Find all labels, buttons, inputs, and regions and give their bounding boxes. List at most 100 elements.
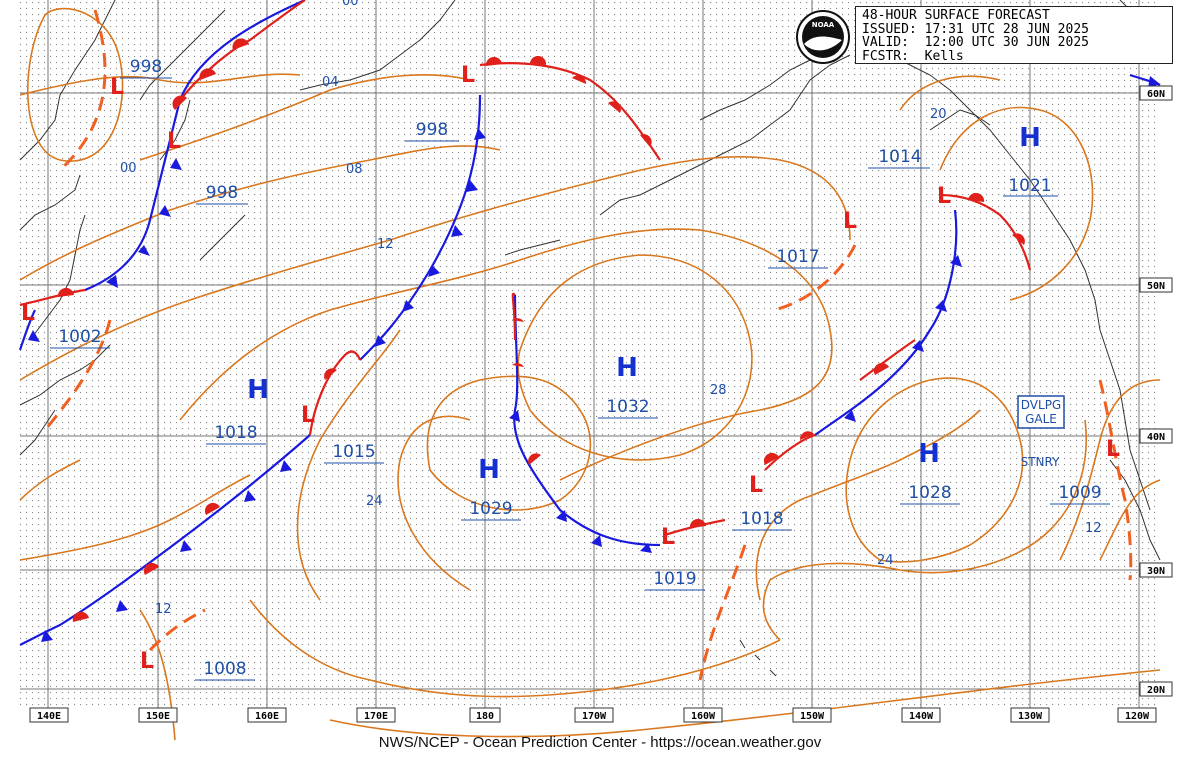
svg-text:H: H bbox=[478, 455, 500, 485]
isobar-label: 24 bbox=[366, 494, 383, 509]
forecast-title: 48-HOUR SURFACE FORECAST bbox=[862, 8, 1050, 23]
lat-label: 30N bbox=[1139, 562, 1173, 578]
footer-credit: NWS/NCEP - Ocean Prediction Center - htt… bbox=[378, 734, 822, 751]
lon-label: 150E bbox=[138, 707, 178, 723]
svg-text:140W: 140W bbox=[909, 711, 934, 722]
low-center: L 1008 bbox=[140, 649, 255, 681]
svg-text:160E: 160E bbox=[255, 711, 279, 722]
svg-text:1032: 1032 bbox=[606, 397, 649, 417]
svg-text:998: 998 bbox=[416, 120, 448, 140]
isobar-label: 28 bbox=[710, 383, 727, 398]
svg-text:H: H bbox=[1019, 123, 1041, 153]
svg-text:1021: 1021 bbox=[1008, 176, 1051, 196]
isobar-label: 12 bbox=[1085, 521, 1102, 536]
svg-text:1002: 1002 bbox=[58, 327, 101, 347]
svg-text:L: L bbox=[167, 129, 181, 154]
svg-text:140E: 140E bbox=[37, 711, 61, 722]
lon-label: 180 bbox=[469, 707, 501, 723]
gale-warning-line2: GALE bbox=[1025, 412, 1057, 426]
gale-warning-line1: DVLPG bbox=[1021, 398, 1061, 412]
low-center: L 1015 bbox=[301, 403, 384, 464]
svg-text:130W: 130W bbox=[1018, 711, 1043, 722]
svg-text:40N: 40N bbox=[1147, 432, 1165, 443]
low-center: L 1019 bbox=[645, 525, 705, 591]
lon-label: 170E bbox=[356, 707, 396, 723]
svg-text:60N: 60N bbox=[1147, 89, 1165, 100]
isobar-label: 20 bbox=[930, 107, 947, 122]
svg-text:170W: 170W bbox=[582, 711, 607, 722]
isobar-label: 04 bbox=[322, 75, 339, 90]
issued-time: ISSUED: 17:31 UTC 28 JUN 2025 bbox=[862, 21, 1089, 37]
svg-text:30N: 30N bbox=[1147, 566, 1165, 577]
svg-text:180: 180 bbox=[476, 711, 494, 722]
svg-text:50N: 50N bbox=[1147, 281, 1165, 292]
lat-label: 50N bbox=[1139, 277, 1173, 293]
high-center: H 1018 bbox=[206, 375, 269, 445]
svg-text:H: H bbox=[247, 375, 269, 405]
low-center: L 1017 bbox=[768, 209, 857, 269]
lon-labels: 140E 150E 160E 170E 180 170W 160W 150W 1… bbox=[29, 707, 1157, 723]
coastlines bbox=[19, 0, 1161, 677]
svg-text:L: L bbox=[140, 649, 154, 674]
lon-label: 140W bbox=[901, 707, 941, 723]
stationary-label: STNRY bbox=[1021, 455, 1060, 469]
svg-text:L: L bbox=[661, 525, 675, 550]
svg-text:20N: 20N bbox=[1147, 685, 1165, 696]
svg-text:L: L bbox=[749, 473, 763, 498]
lat-label: 40N bbox=[1139, 428, 1173, 444]
svg-text:998: 998 bbox=[130, 57, 162, 77]
lat-labels: 60N 50N 40N 30N 20N bbox=[1139, 85, 1173, 697]
gale-warning: DVLPG GALE bbox=[1017, 395, 1065, 429]
isobar-label: 00 bbox=[342, 0, 359, 9]
svg-text:1008: 1008 bbox=[203, 659, 246, 679]
svg-text:1029: 1029 bbox=[469, 499, 512, 519]
high-center: H 1029 bbox=[461, 455, 521, 521]
isobar-labels: 00 04 08 12 28 24 24 12 20 12 00 bbox=[120, 0, 1102, 617]
low-center: L 998 bbox=[110, 57, 172, 100]
svg-text:1009: 1009 bbox=[1058, 483, 1101, 503]
svg-text:1018: 1018 bbox=[214, 423, 257, 443]
svg-text:1018: 1018 bbox=[740, 509, 783, 529]
svg-text:L: L bbox=[1106, 437, 1120, 462]
lon-label: 160E bbox=[247, 707, 287, 723]
svg-text:L: L bbox=[843, 209, 857, 234]
cold-front-barbs bbox=[28, 76, 1160, 642]
forecaster: FCSTR: Kells bbox=[862, 48, 964, 64]
isobar-label: 12 bbox=[155, 602, 172, 617]
low-centers: L 998 L 998 L 998 L 1002 L 1015 L 1008 bbox=[21, 57, 1120, 681]
low-center: L 1014 bbox=[868, 147, 951, 209]
isobar-label: 24 bbox=[877, 553, 894, 568]
lon-label: 120W bbox=[1117, 707, 1157, 723]
warm-front-bumps bbox=[57, 38, 1025, 622]
svg-text:H: H bbox=[616, 353, 638, 383]
isobar-label: 00 bbox=[120, 161, 137, 176]
dotted-grid bbox=[20, 0, 1160, 710]
svg-text:1028: 1028 bbox=[908, 483, 951, 503]
svg-text:L: L bbox=[461, 63, 475, 88]
lon-label: 130W bbox=[1010, 707, 1050, 723]
lon-label: 170W bbox=[574, 707, 614, 723]
low-center: L 1002 bbox=[21, 301, 110, 349]
isobars bbox=[19, 7, 1161, 741]
troughs bbox=[43, 9, 1133, 681]
svg-text:150E: 150E bbox=[146, 711, 170, 722]
valid-time: VALID: 12:00 UTC 30 JUN 2025 bbox=[862, 35, 1089, 50]
svg-text:120W: 120W bbox=[1125, 711, 1150, 722]
high-center: H 1032 bbox=[598, 353, 658, 419]
lat-label: 60N bbox=[1139, 85, 1173, 101]
svg-text:160W: 160W bbox=[691, 711, 716, 722]
svg-text:L: L bbox=[301, 403, 315, 428]
forecast-header: 48-HOUR SURFACE FORECAST ISSUED: 17:31 UT… bbox=[855, 6, 1173, 64]
svg-text:998: 998 bbox=[206, 183, 238, 203]
high-center: H 1028 bbox=[900, 439, 960, 505]
svg-text:L: L bbox=[21, 301, 35, 326]
svg-text:L: L bbox=[937, 184, 951, 209]
svg-text:L: L bbox=[110, 75, 124, 100]
svg-text:NOAA: NOAA bbox=[812, 21, 835, 29]
high-center: H 1021 bbox=[1003, 123, 1058, 197]
low-center: L 1018 bbox=[732, 473, 792, 531]
lon-label: 160W bbox=[683, 707, 723, 723]
svg-text:1015: 1015 bbox=[332, 442, 375, 462]
low-center: L 998 bbox=[405, 63, 475, 142]
